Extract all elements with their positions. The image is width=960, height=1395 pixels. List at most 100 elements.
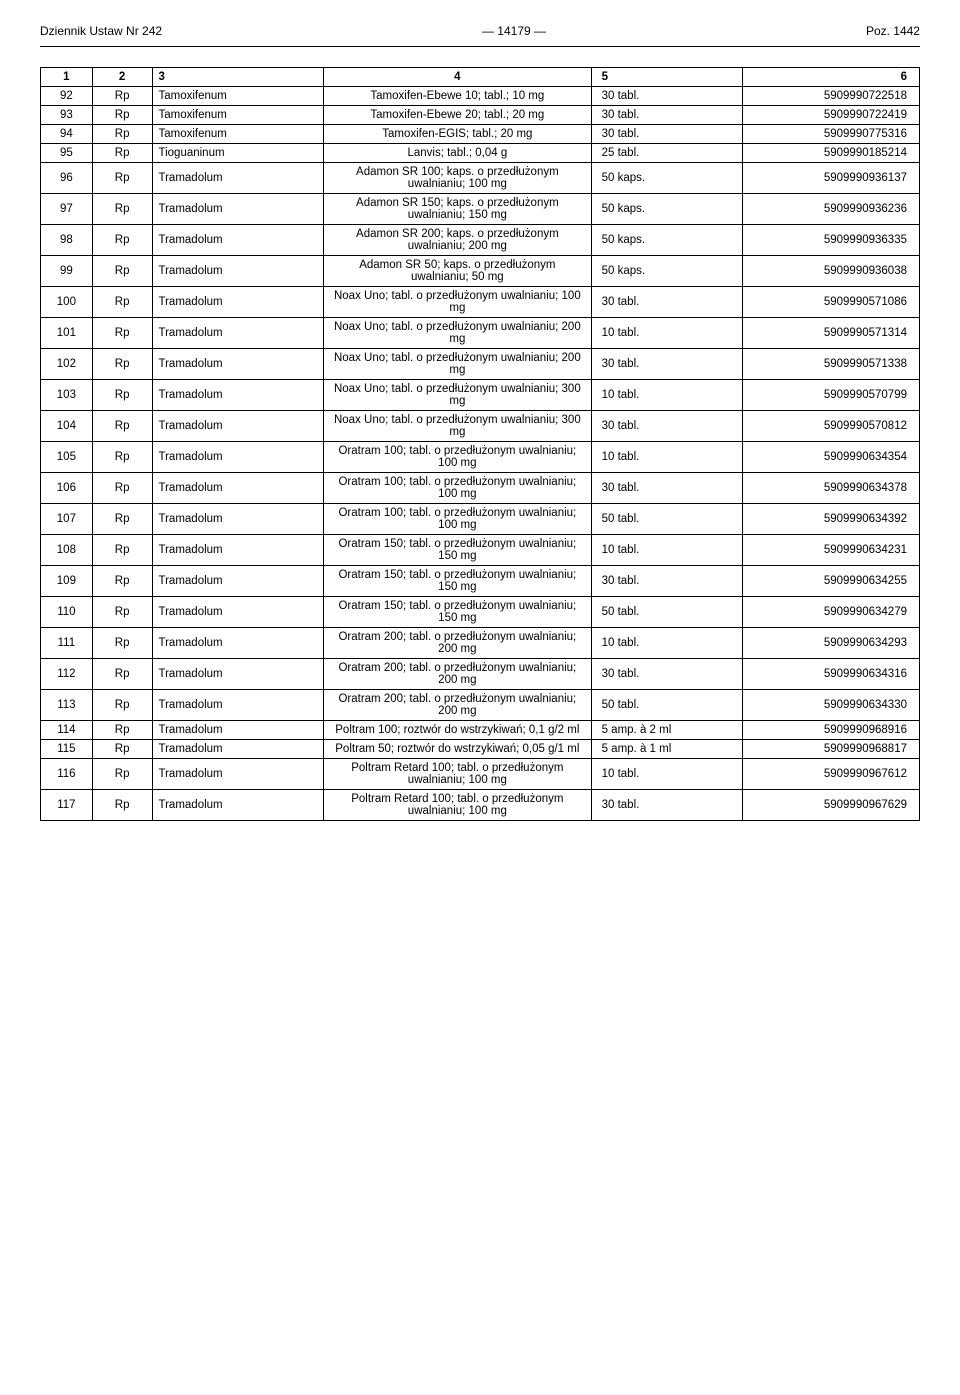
cell-pack: 5 amp. à 2 ml: [591, 721, 742, 740]
cell-rx: Rp: [92, 628, 152, 659]
cell-product: Poltram Retard 100; tabl. o przedłużonym…: [324, 759, 591, 790]
col-header-6: 6: [742, 68, 919, 87]
cell-pack: 10 tabl.: [591, 759, 742, 790]
cell-inn: Tramadolum: [152, 504, 324, 535]
cell-code: 5909990967612: [742, 759, 919, 790]
table-row: 114RpTramadolumPoltram 100; roztwór do w…: [41, 721, 920, 740]
cell-rx: Rp: [92, 535, 152, 566]
cell-inn: Tramadolum: [152, 287, 324, 318]
cell-index: 104: [41, 411, 93, 442]
cell-rx: Rp: [92, 690, 152, 721]
cell-rx: Rp: [92, 144, 152, 163]
cell-index: 97: [41, 194, 93, 225]
cell-code: 5909990775316: [742, 125, 919, 144]
cell-code: 5909990634279: [742, 597, 919, 628]
cell-rx: Rp: [92, 566, 152, 597]
cell-inn: Tamoxifenum: [152, 106, 324, 125]
cell-pack: 30 tabl.: [591, 411, 742, 442]
cell-code: 5909990968817: [742, 740, 919, 759]
table-row: 101RpTramadolumNoax Uno; tabl. o przedłu…: [41, 318, 920, 349]
cell-index: 114: [41, 721, 93, 740]
cell-product: Tamoxifen-Ebewe 10; tabl.; 10 mg: [324, 87, 591, 106]
table-row: 95RpTioguaninumLanvis; tabl.; 0,04 g25 t…: [41, 144, 920, 163]
cell-rx: Rp: [92, 473, 152, 504]
header-divider: [40, 46, 920, 47]
cell-index: 107: [41, 504, 93, 535]
cell-inn: Tramadolum: [152, 163, 324, 194]
cell-code: 5909990634316: [742, 659, 919, 690]
cell-code: 5909990722419: [742, 106, 919, 125]
cell-product: Noax Uno; tabl. o przedłużonym uwalniani…: [324, 411, 591, 442]
cell-inn: Tramadolum: [152, 659, 324, 690]
table-row: 117RpTramadolumPoltram Retard 100; tabl.…: [41, 790, 920, 821]
cell-product: Noax Uno; tabl. o przedłużonym uwalniani…: [324, 380, 591, 411]
table-row: 102RpTramadolumNoax Uno; tabl. o przedłu…: [41, 349, 920, 380]
cell-inn: Tramadolum: [152, 442, 324, 473]
table-row: 96RpTramadolumAdamon SR 100; kaps. o prz…: [41, 163, 920, 194]
cell-product: Poltram 50; roztwór do wstrzykiwań; 0,05…: [324, 740, 591, 759]
cell-code: 5909990185214: [742, 144, 919, 163]
table-row: 103RpTramadolumNoax Uno; tabl. o przedłu…: [41, 380, 920, 411]
cell-inn: Tamoxifenum: [152, 125, 324, 144]
cell-inn: Tramadolum: [152, 790, 324, 821]
table-row: 92RpTamoxifenumTamoxifen-Ebewe 10; tabl.…: [41, 87, 920, 106]
cell-pack: 10 tabl.: [591, 380, 742, 411]
table-row: 93RpTamoxifenumTamoxifen-Ebewe 20; tabl.…: [41, 106, 920, 125]
cell-index: 96: [41, 163, 93, 194]
cell-inn: Tramadolum: [152, 566, 324, 597]
cell-index: 101: [41, 318, 93, 349]
cell-inn: Tramadolum: [152, 194, 324, 225]
cell-index: 92: [41, 87, 93, 106]
cell-index: 111: [41, 628, 93, 659]
table-row: 116RpTramadolumPoltram Retard 100; tabl.…: [41, 759, 920, 790]
cell-rx: Rp: [92, 380, 152, 411]
cell-rx: Rp: [92, 759, 152, 790]
cell-pack: 30 tabl.: [591, 659, 742, 690]
cell-index: 103: [41, 380, 93, 411]
col-header-3: 3: [152, 68, 324, 87]
cell-pack: 50 tabl.: [591, 597, 742, 628]
cell-inn: Tramadolum: [152, 690, 324, 721]
cell-product: Oratram 150; tabl. o przedłużonym uwalni…: [324, 535, 591, 566]
cell-product: Lanvis; tabl.; 0,04 g: [324, 144, 591, 163]
cell-pack: 30 tabl.: [591, 473, 742, 504]
cell-rx: Rp: [92, 125, 152, 144]
cell-index: 100: [41, 287, 93, 318]
cell-product: Noax Uno; tabl. o przedłużonym uwalniani…: [324, 287, 591, 318]
table-header-row: 1 2 3 4 5 6: [41, 68, 920, 87]
cell-rx: Rp: [92, 721, 152, 740]
cell-pack: 30 tabl.: [591, 87, 742, 106]
cell-index: 109: [41, 566, 93, 597]
table-row: 106RpTramadolumOratram 100; tabl. o prze…: [41, 473, 920, 504]
cell-index: 102: [41, 349, 93, 380]
cell-product: Oratram 200; tabl. o przedłużonym uwalni…: [324, 628, 591, 659]
cell-product: Tamoxifen-Ebewe 20; tabl.; 20 mg: [324, 106, 591, 125]
table-row: 104RpTramadolumNoax Uno; tabl. o przedłu…: [41, 411, 920, 442]
cell-inn: Tramadolum: [152, 721, 324, 740]
cell-inn: Tramadolum: [152, 597, 324, 628]
table-row: 112RpTramadolumOratram 200; tabl. o prze…: [41, 659, 920, 690]
cell-index: 115: [41, 740, 93, 759]
cell-code: 5909990570812: [742, 411, 919, 442]
cell-inn: Tramadolum: [152, 740, 324, 759]
cell-pack: 30 tabl.: [591, 349, 742, 380]
cell-product: Noax Uno; tabl. o przedłużonym uwalniani…: [324, 318, 591, 349]
cell-inn: Tramadolum: [152, 759, 324, 790]
cell-rx: Rp: [92, 790, 152, 821]
cell-product: Poltram Retard 100; tabl. o przedłużonym…: [324, 790, 591, 821]
table-row: 113RpTramadolumOratram 200; tabl. o prze…: [41, 690, 920, 721]
cell-index: 99: [41, 256, 93, 287]
table-row: 100RpTramadolumNoax Uno; tabl. o przedłu…: [41, 287, 920, 318]
cell-code: 5909990936335: [742, 225, 919, 256]
cell-code: 5909990571314: [742, 318, 919, 349]
page: Dziennik Ustaw Nr 242 — 14179 — Poz. 144…: [0, 0, 960, 861]
col-header-5: 5: [591, 68, 742, 87]
cell-code: 5909990634330: [742, 690, 919, 721]
cell-index: 108: [41, 535, 93, 566]
cell-index: 106: [41, 473, 93, 504]
table-row: 97RpTramadolumAdamon SR 150; kaps. o prz…: [41, 194, 920, 225]
cell-code: 5909990968916: [742, 721, 919, 740]
cell-product: Oratram 100; tabl. o przedłużonym uwalni…: [324, 504, 591, 535]
cell-rx: Rp: [92, 659, 152, 690]
cell-pack: 50 tabl.: [591, 504, 742, 535]
